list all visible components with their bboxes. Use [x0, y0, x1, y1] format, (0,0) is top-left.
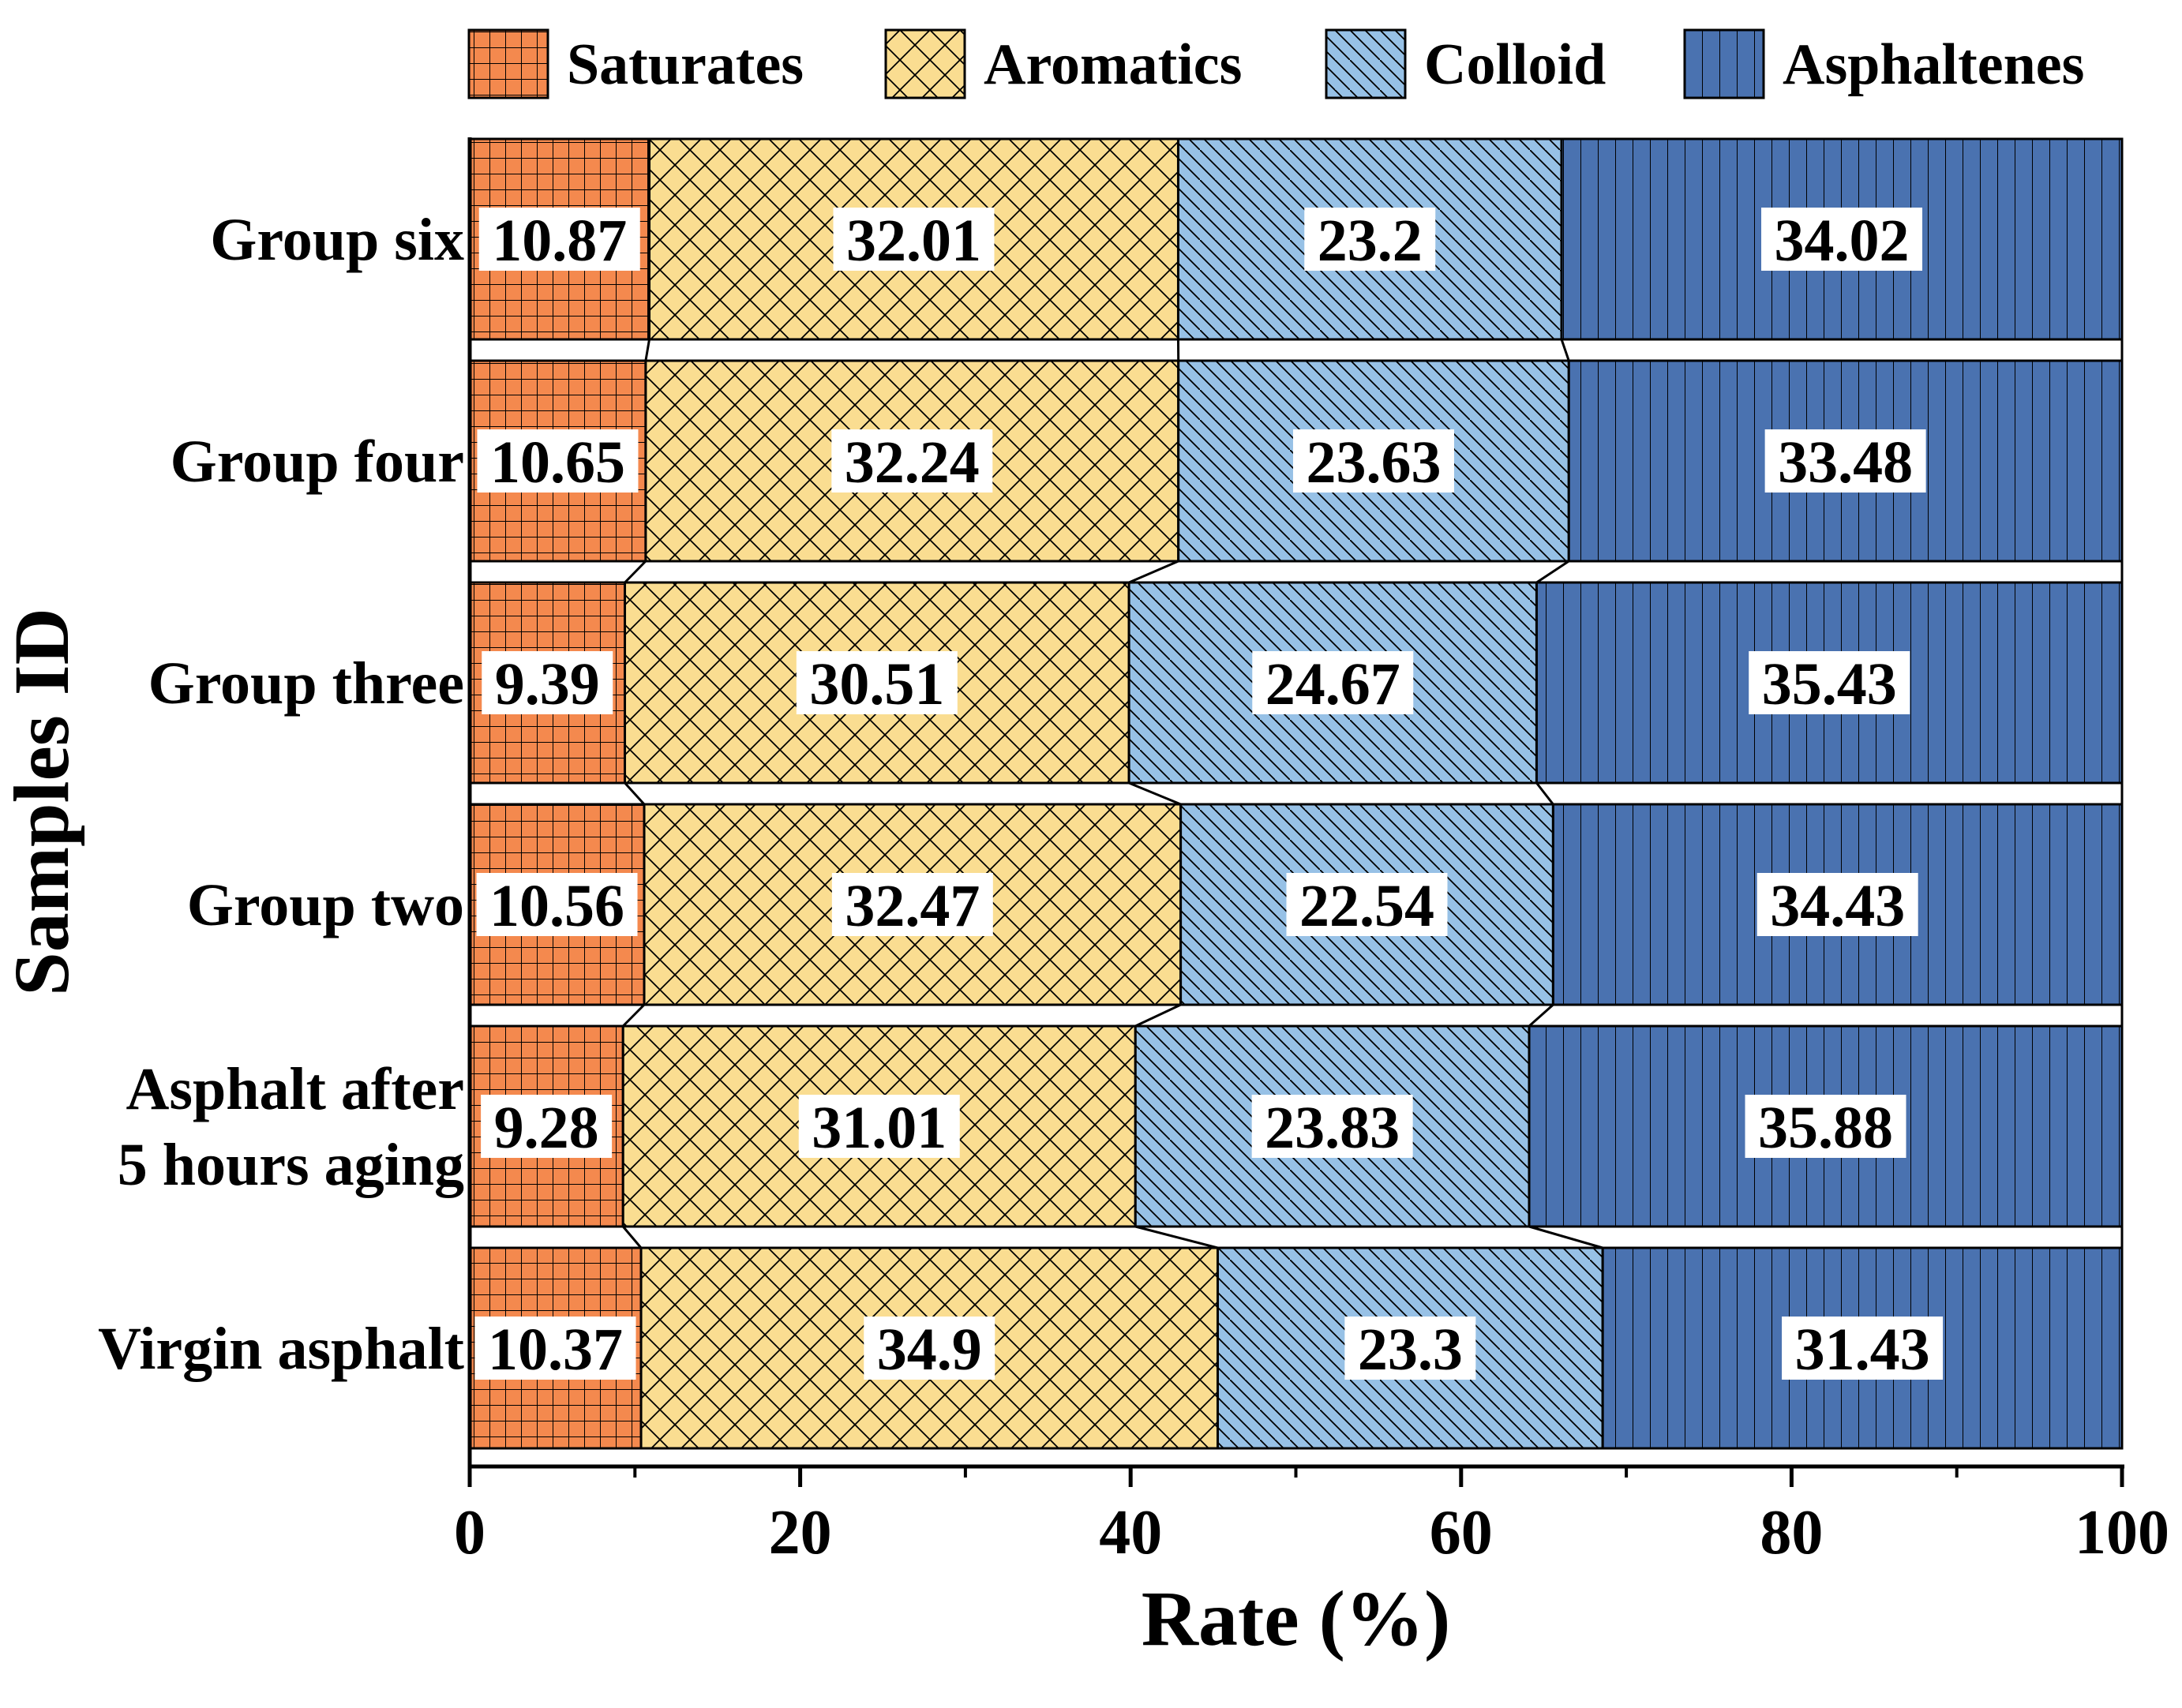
value-label-box	[1252, 651, 1414, 714]
value-label: 34.9	[877, 1317, 982, 1383]
value-label: 10.87	[492, 208, 627, 274]
value-label-box	[831, 429, 993, 493]
value-label-box	[474, 1317, 636, 1380]
legend-label-asphaltenes: Asphaltenes	[1783, 32, 2084, 97]
bar-aromatics-group-two	[643, 803, 1183, 1006]
value-label: 10.65	[490, 429, 625, 496]
x-tick-label: 80	[1760, 1498, 1823, 1568]
value-label-box	[796, 651, 958, 714]
connector-line	[1560, 339, 1570, 361]
value-label: 10.37	[488, 1317, 623, 1383]
category-label: Group two	[187, 872, 464, 938]
value-label-box	[1344, 1317, 1476, 1380]
value-label-box	[831, 873, 993, 936]
value-label: 23.83	[1265, 1095, 1400, 1161]
category-label: Group four	[171, 429, 464, 495]
value-label: 32.01	[846, 208, 981, 274]
value-label-box	[833, 208, 995, 271]
connector-line	[622, 1226, 643, 1249]
x-tick-label: 40	[1099, 1498, 1162, 1568]
value-label: 34.43	[1770, 873, 1905, 939]
x-tick-label: 20	[769, 1498, 832, 1568]
value-label-box	[482, 651, 613, 714]
legend-label-colloid: Colloid	[1424, 32, 1606, 97]
connector-line	[1134, 1225, 1218, 1249]
x-tick-label: 100	[2075, 1498, 2169, 1568]
value-label: 32.47	[845, 873, 980, 939]
x-axis-title: Rate (%)	[1142, 1575, 1451, 1662]
legend-swatch-colloid	[1325, 28, 1407, 99]
value-label-box	[1745, 1095, 1906, 1158]
value-label-box	[1251, 1095, 1413, 1158]
plot-area: 10.37 34.9 23.3 31.43 9.28 31.01 23.83 35.88 10.…	[468, 137, 2124, 1450]
connector-line	[622, 1003, 646, 1028]
connector-line	[644, 339, 650, 361]
value-label: 23.3	[1358, 1317, 1463, 1383]
legend-label-aromatics: Aromatics	[984, 32, 1242, 97]
value-label-box	[864, 1317, 995, 1380]
value-label: 9.28	[494, 1095, 599, 1161]
legend-swatch-aromatics	[884, 28, 966, 99]
value-label: 23.2	[1318, 208, 1423, 274]
axes: Virgin asphalt Asphalt after 5 hours aging…	[0, 137, 2169, 1662]
legend: Saturates Aromatics Colloid Asphaltenes	[467, 28, 2084, 99]
value-label-box	[476, 873, 638, 936]
connector-line	[1528, 1225, 1603, 1249]
value-label-box	[477, 429, 639, 493]
category-label: Group three	[148, 650, 464, 717]
value-label-box	[798, 1095, 960, 1158]
value-label: 23.63	[1306, 429, 1441, 496]
value-label-box	[478, 208, 640, 271]
value-label: 31.43	[1795, 1317, 1930, 1383]
connector-line	[1128, 781, 1182, 806]
bar-aromatics-group-six	[648, 137, 1179, 341]
value-label: 22.54	[1299, 873, 1434, 939]
connector-line	[1528, 1003, 1554, 1028]
x-tick-label: 0	[454, 1498, 486, 1568]
legend-swatch-asphaltenes	[1683, 28, 1765, 99]
category-label: Group six	[210, 207, 464, 273]
value-label-box	[1761, 208, 1923, 271]
value-label-box	[1764, 429, 1926, 493]
connector-line	[624, 560, 647, 584]
value-label-box	[481, 1095, 613, 1158]
connector-line	[1535, 560, 1570, 584]
value-label: 32.24	[845, 429, 980, 496]
category-label: Asphalt after 5 hours aging	[118, 1056, 464, 1198]
value-label-box	[1304, 208, 1436, 271]
value-label-box	[1286, 873, 1448, 936]
value-label-box	[1749, 651, 1910, 714]
x-tick-label: 60	[1430, 1498, 1493, 1568]
value-label-box	[1756, 873, 1918, 936]
legend-label-saturates: Saturates	[567, 32, 804, 97]
legend-swatch-saturates	[467, 28, 549, 99]
value-label-box	[1292, 429, 1454, 493]
value-label: 34.02	[1775, 208, 1910, 274]
value-label: 9.39	[495, 651, 600, 717]
value-label: 24.67	[1265, 651, 1400, 717]
value-label: 35.88	[1758, 1095, 1893, 1161]
connector-line	[1128, 560, 1179, 584]
value-label: 10.56	[489, 873, 624, 939]
y-axis-title: Samples ID	[0, 608, 85, 996]
value-label: 31.01	[812, 1095, 947, 1161]
connector-line	[1134, 1003, 1182, 1028]
connector-line	[624, 781, 646, 806]
value-label: 35.43	[1762, 651, 1897, 717]
value-label: 33.48	[1778, 429, 1913, 496]
connector-line	[1535, 782, 1554, 805]
value-label-box	[1782, 1317, 1944, 1380]
value-label: 30.51	[809, 651, 944, 717]
category-label: Virgin asphalt	[98, 1316, 464, 1382]
